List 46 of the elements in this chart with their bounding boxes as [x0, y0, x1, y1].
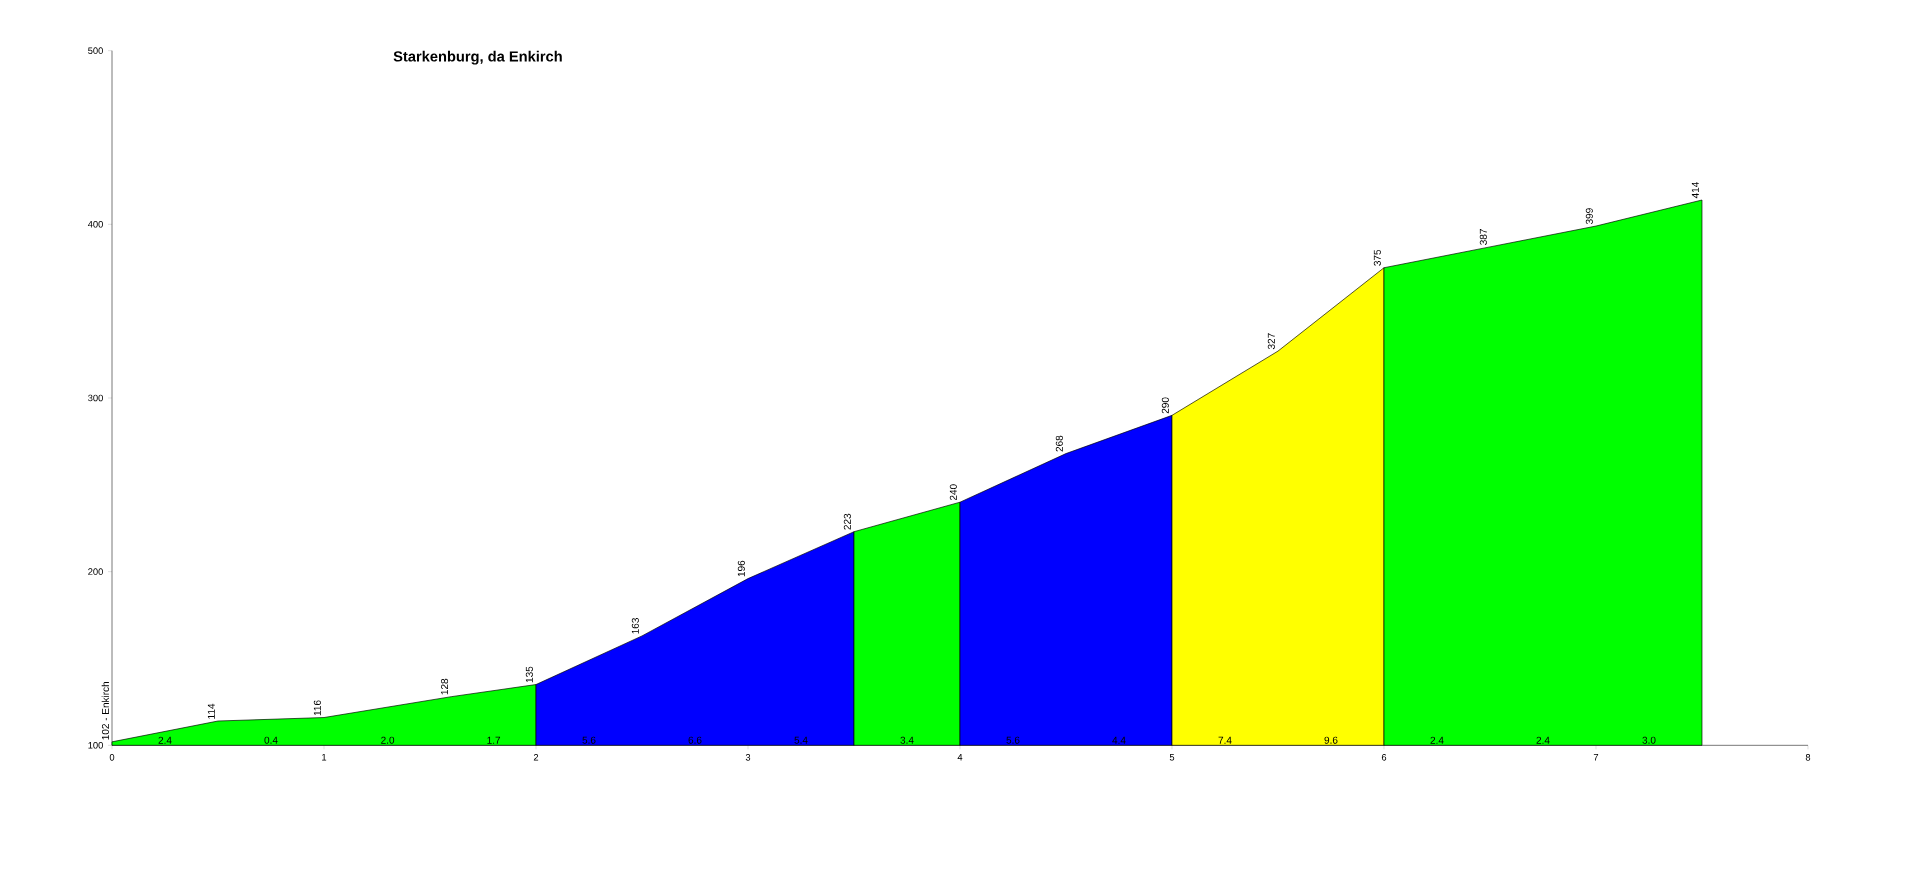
- data-label: 240: [949, 484, 957, 500]
- x-tick-label: 1: [322, 753, 327, 761]
- data-label: 114: [207, 703, 215, 719]
- annotation: 5.6: [1006, 736, 1020, 744]
- annotation: 2.4: [158, 736, 172, 744]
- y-tick-label: 300: [88, 394, 103, 402]
- annotation: 2.4: [1430, 736, 1444, 744]
- annotation: 4.4: [1112, 736, 1126, 744]
- annotation: 3.4: [900, 736, 914, 744]
- annotation: 6.6: [688, 736, 702, 744]
- y-tick-label: 100: [88, 741, 103, 749]
- data-label: 414: [1691, 181, 1699, 199]
- data-label: 135: [525, 666, 533, 683]
- x-tick-label: 5: [1169, 753, 1175, 761]
- annotation: 9.6: [1324, 736, 1338, 744]
- x-tick-label: 6: [1381, 753, 1387, 761]
- annotation: 0.4: [264, 736, 278, 744]
- chart-title: Starkenburg, da Enkirch: [393, 50, 562, 65]
- y-tick-label: 200: [88, 568, 103, 575]
- data-label: 223: [843, 513, 851, 530]
- x-tick-label: 3: [745, 753, 751, 761]
- data-label: 268: [1055, 435, 1063, 452]
- x-tick-label: 2: [533, 753, 539, 761]
- data-label: 290: [1161, 397, 1169, 414]
- y-tick-label: 400: [87, 220, 103, 228]
- x-tick-label: 0: [109, 753, 115, 761]
- data-label: 399: [1585, 208, 1593, 224]
- annotation: 7.4: [1218, 736, 1232, 744]
- y-tick-label: 500: [88, 47, 103, 54]
- data-label: 387: [1479, 228, 1487, 245]
- data-label: 128: [440, 678, 449, 695]
- annotation: 5.6: [582, 736, 596, 744]
- annotation: 3.0: [1642, 736, 1656, 744]
- data-label: 102 - Enkirch: [101, 681, 110, 740]
- annotation: 1.7: [487, 736, 501, 744]
- annotation: 2.4: [1536, 736, 1550, 744]
- data-label: 116: [313, 700, 321, 716]
- x-tick-label: 7: [1593, 753, 1599, 761]
- data-label: 327: [1267, 333, 1275, 349]
- x-tick-label: 4: [957, 753, 963, 761]
- data-label: 196: [737, 560, 745, 577]
- x-tick-label: 8: [1805, 753, 1811, 761]
- data-label: 375: [1373, 249, 1381, 266]
- annotation: 2.0: [381, 736, 395, 744]
- data-label: 163: [631, 617, 639, 634]
- annotation: 5.4: [794, 736, 808, 744]
